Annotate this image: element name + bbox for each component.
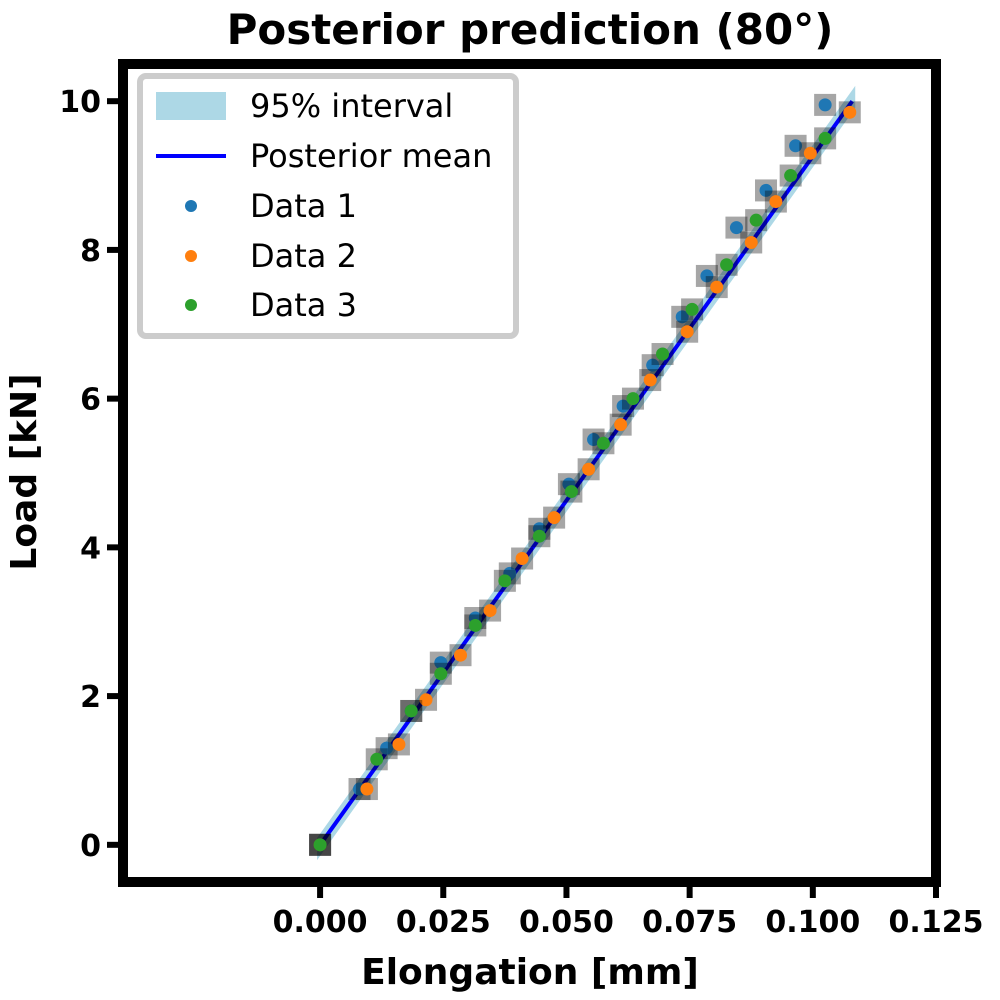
x-tick-label: 0.050 [519, 905, 614, 940]
data-point [818, 98, 832, 112]
data-point [360, 782, 374, 796]
legend-data1-marker [185, 200, 197, 212]
data-point [789, 139, 803, 153]
data-point [616, 399, 630, 413]
data-point [675, 310, 689, 324]
data-point [564, 485, 578, 499]
data-point [614, 418, 628, 432]
x-tick-label: 0.100 [765, 905, 860, 940]
legend-data3-marker [185, 299, 197, 311]
data-point [749, 213, 763, 227]
data-point [656, 347, 670, 361]
data-point [582, 462, 596, 476]
legend-data2-marker [185, 250, 197, 262]
x-tick-label: 0.125 [889, 905, 984, 940]
y-axis-label: Load [kN] [4, 373, 45, 570]
data-point [720, 258, 734, 272]
x-tick-label: 0.025 [396, 905, 491, 940]
data-point [646, 358, 660, 372]
y-tick-label: 6 [80, 383, 101, 418]
legend-interval-label: 95% interval [250, 87, 453, 125]
data-point [710, 280, 724, 294]
data-point [587, 433, 601, 447]
legend-data2-label: Data 2 [250, 237, 357, 275]
y-axis: 0 2 4 6 8 10 [59, 85, 123, 864]
data-point [434, 667, 448, 681]
y-tick-label: 0 [80, 829, 101, 864]
data-point [818, 131, 832, 145]
data-point [370, 752, 384, 766]
data-point [419, 693, 433, 707]
data-point [700, 269, 714, 283]
data-point [313, 838, 327, 852]
data-point [643, 373, 657, 387]
data-point [532, 529, 546, 543]
x-tick-label: 0.000 [273, 905, 368, 940]
data-point [843, 105, 857, 119]
data-point [380, 741, 394, 755]
data-point [769, 195, 783, 209]
legend-data1-label: Data 1 [250, 187, 357, 225]
legend-interval-swatch [156, 92, 226, 120]
data-point [404, 704, 418, 718]
legend-box [137, 73, 519, 339]
y-tick-label: 8 [80, 234, 101, 269]
data-point [680, 325, 694, 339]
data-point [468, 618, 482, 632]
data-point [803, 146, 817, 160]
x-axis-label: Elongation [mm] [361, 952, 699, 993]
data-point [729, 221, 743, 235]
y-tick-label: 2 [80, 680, 101, 715]
legend-data3-label: Data 3 [250, 286, 357, 324]
y-tick-label: 4 [80, 531, 101, 566]
legend-mean-label: Posterior mean [250, 137, 492, 175]
data-point [744, 235, 758, 249]
data-point [759, 183, 773, 197]
plot-area [309, 85, 861, 861]
data-point [547, 511, 561, 525]
plot-frame [118, 59, 941, 887]
data-point [515, 552, 529, 566]
data-point [498, 574, 512, 588]
data-point [685, 302, 699, 316]
data-point [596, 436, 610, 450]
data-point [483, 604, 497, 618]
legend: 95% interval Posterior mean Data 1 Data … [137, 73, 519, 339]
data-point [454, 648, 468, 662]
y-tick-label: 10 [59, 85, 101, 120]
series-data-3 [309, 127, 837, 856]
data-point [784, 169, 798, 183]
data-point [626, 392, 640, 406]
x-tick-label: 0.075 [642, 905, 737, 940]
chart-title: Posterior prediction (80°) [227, 5, 834, 54]
data-point [434, 656, 448, 670]
x-axis: 0.000 0.025 0.050 0.075 0.100 0.125 [273, 882, 984, 940]
series-data-2 [309, 101, 861, 856]
data-point [392, 737, 406, 751]
